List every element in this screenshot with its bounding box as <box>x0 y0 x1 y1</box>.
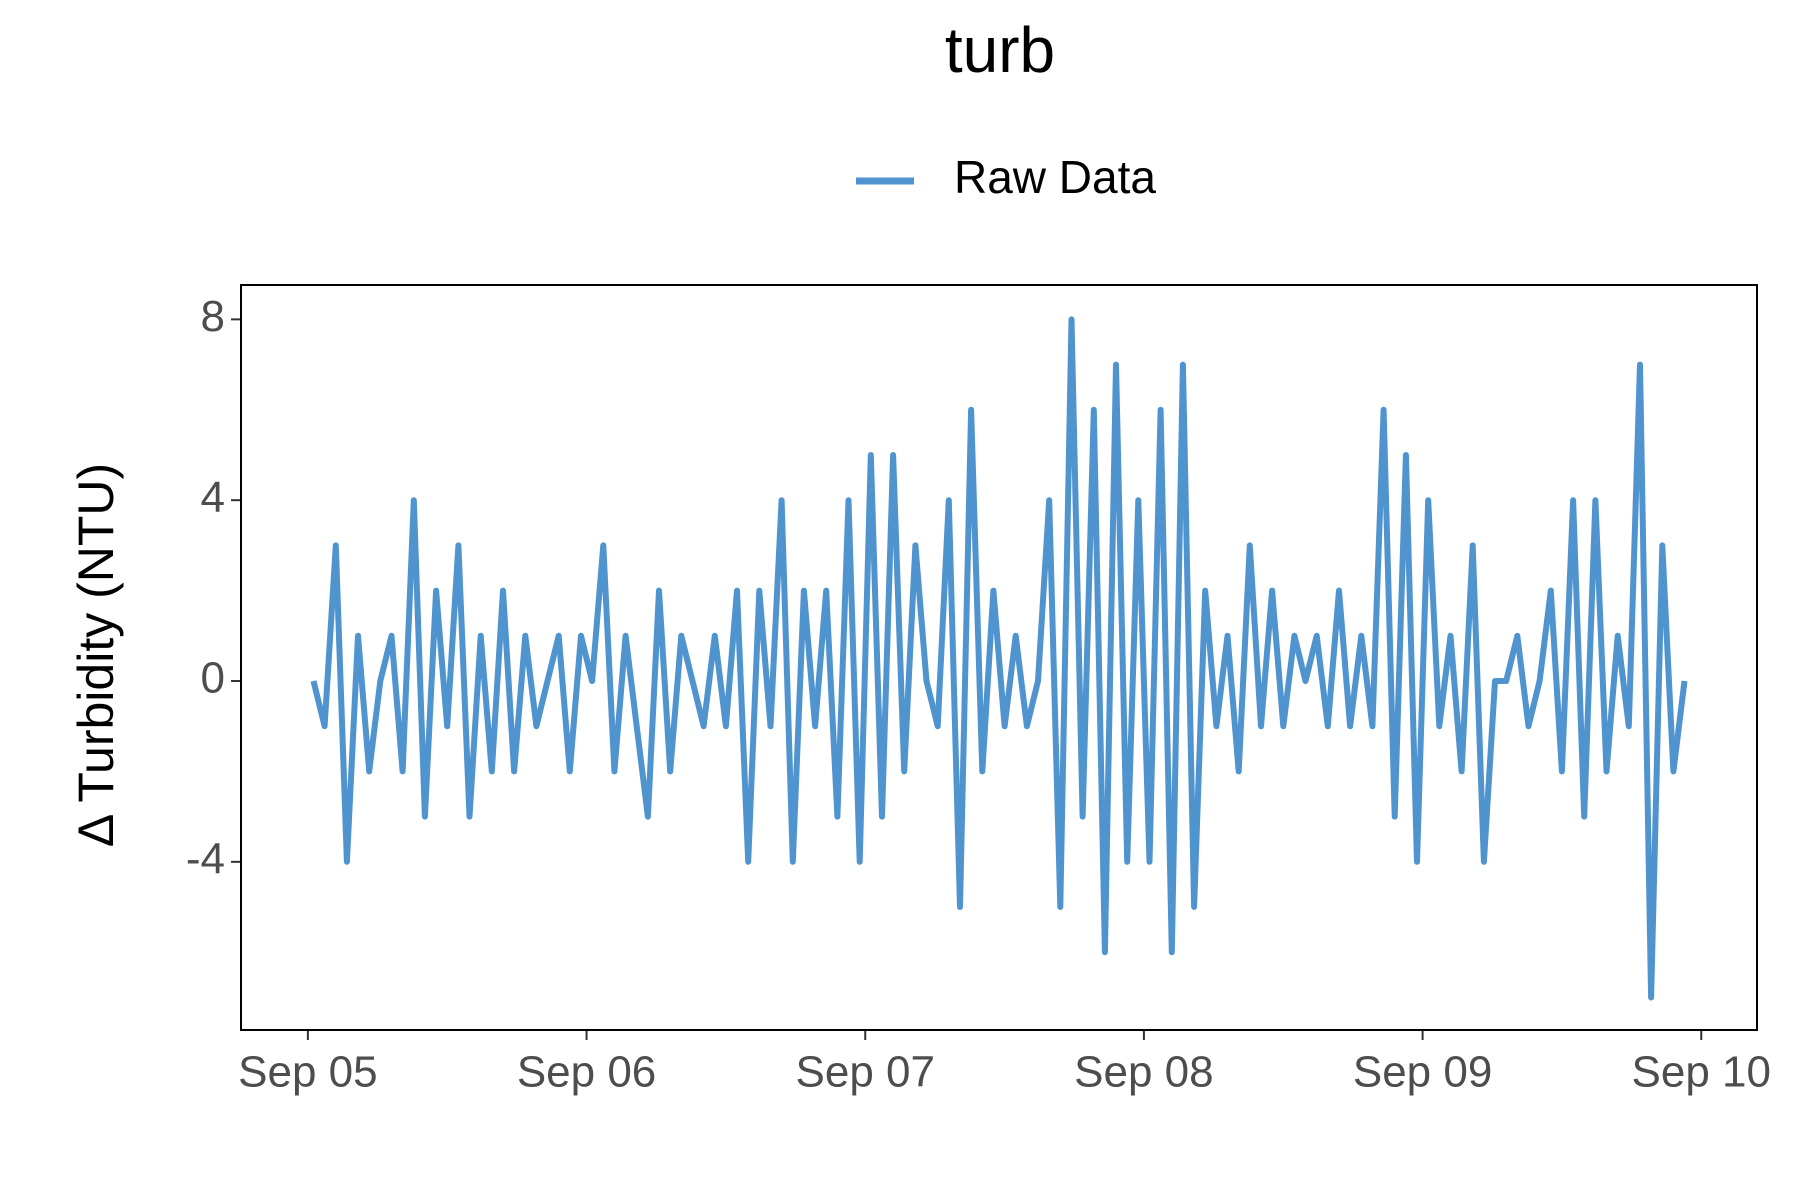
y-tick-label: -4 <box>186 834 225 883</box>
x-tick-label: Sep 08 <box>1074 1048 1213 1097</box>
plot-frame <box>240 284 1758 1031</box>
x-tick-label: Sep 07 <box>796 1048 935 1097</box>
y-tick-label: 8 <box>201 292 225 341</box>
x-tick-label: Sep 10 <box>1632 1048 1771 1097</box>
x-tick-label: Sep 05 <box>238 1048 377 1097</box>
chart-title: turb <box>945 14 1055 86</box>
y-tick-label: 0 <box>201 654 225 703</box>
y-axis-label: Δ Turbidity (NTU) <box>68 463 124 847</box>
legend-label: Raw Data <box>954 151 1156 203</box>
x-tick-label: Sep 06 <box>517 1048 656 1097</box>
data-line <box>310 316 1688 1001</box>
x-tick-label: Sep 09 <box>1353 1048 1492 1097</box>
y-tick-label: 4 <box>201 473 225 522</box>
